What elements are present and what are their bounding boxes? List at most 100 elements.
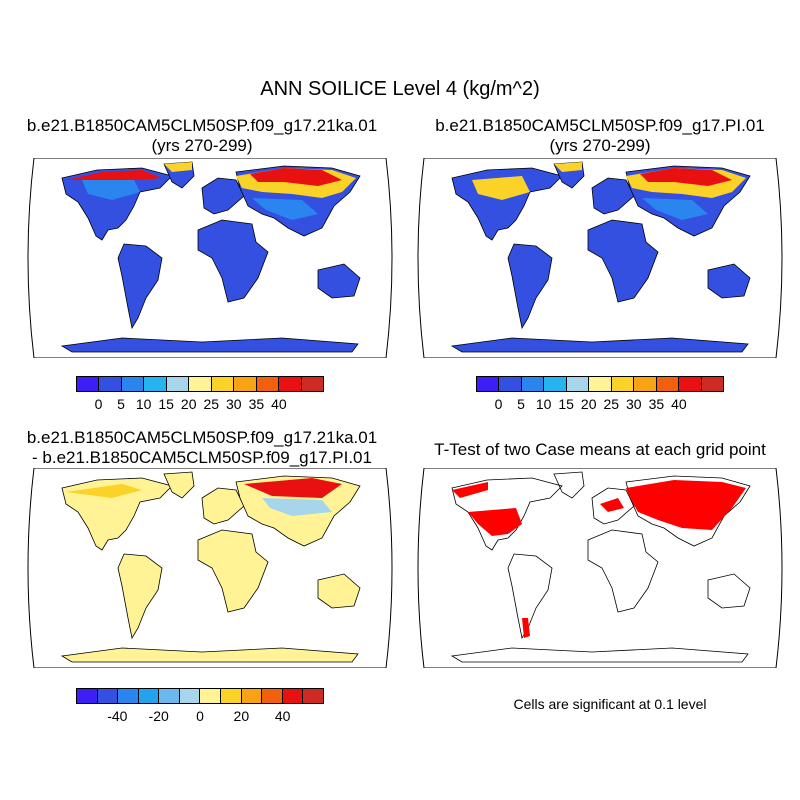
colorbar-tick-label: 35 [248,396,265,412]
map-ttest [417,468,783,668]
colorbar-tick-label: -20 [148,708,169,724]
colorbar-left [76,376,324,392]
significant-andes [522,618,530,638]
colorbar-box [589,377,612,391]
map-difference [27,468,393,668]
significance-note: Cells are significant at 0.1 level [513,696,707,712]
panel-bl-title-line2: - b.e21.B1850CAM5CLM50SP.f09_g17.PI.01 [32,448,372,467]
colorbar-box [701,377,723,391]
colorbar-box [159,689,180,703]
land-antarctica [60,647,359,663]
panel-br-title: T-Test of two Case means at each grid po… [402,440,798,460]
colorbar-right-labels: 0 5 10 15 20 25 30 35 40 [476,396,724,412]
colorbar-tick-label: 20 [580,396,597,412]
land-samerica [507,243,553,330]
panel-tl-title-line2: (yrs 270-299) [151,136,253,155]
diff-asia-neg [262,498,332,516]
soil-ice-asia-mid [252,198,318,220]
colorbar-box [477,377,500,391]
soil-ice-na [82,176,140,200]
panel-tr-title-line1: b.e21.B1850CAM5CLM50SP.f09_g17.PI.01 [435,116,765,135]
panel-br-title-line1: T-Test of two Case means at each grid po… [434,440,766,459]
land-greenland [163,471,195,499]
colorbar-box [77,689,98,703]
land-antarctica [60,337,359,353]
colorbar-box [200,689,222,703]
significant-asia [626,480,746,530]
colorbar-box [566,377,590,391]
colorbar-tick-label: 15 [558,396,574,412]
map-frame [27,158,393,358]
colorbar-box [634,377,657,391]
colorbar-right [476,376,724,392]
colorbar-box [241,689,263,703]
colorbar-tick-label: 5 [517,396,525,412]
soil-ice-asia-max [250,168,342,186]
soil-ice-greenland [164,162,192,172]
colorbar-tick-label: 10 [135,396,152,412]
land-europe [591,177,635,215]
map-frame [417,158,783,358]
colorbar-box [679,377,702,391]
panel-tl-title-line1: b.e21.B1850CAM5CLM50SP.f09_g17.21ka.01 [26,116,378,135]
panel-tr-title-line2: (yrs 270-299) [549,136,651,155]
land-samerica [117,553,163,640]
colorbar-box [144,377,167,391]
colorbar-tick-label: 30 [226,396,242,412]
colorbar-box [256,377,280,391]
land-samerica [117,243,163,330]
colorbar-tick-label: 40 [274,708,291,724]
land-greenland [553,471,585,499]
land-africa [587,219,659,303]
colorbar-tick-label: 10 [535,396,552,412]
colorbar-box [301,377,323,391]
diff-asia-max [244,478,342,498]
colorbar-box [97,689,119,703]
land-antarctica [450,647,749,663]
colorbar-box [166,377,190,391]
land-europe [201,487,245,525]
land-namerica [61,477,173,551]
land-australia [707,573,751,609]
colorbar-box [118,689,139,703]
land-namerica [451,477,563,551]
land-australia [317,263,361,299]
colorbar-box [179,689,201,703]
colorbar-box [211,377,235,391]
significant-na [468,508,522,536]
colorbar-box [99,377,122,391]
colorbar-tick-label: 0 [494,396,503,412]
colorbar-box [189,377,212,391]
map-case-pi [417,158,783,358]
colorbar-tick-label: 0 [196,708,204,724]
colorbar-box [544,377,567,391]
colorbar-box [77,377,100,391]
soil-ice-na [472,176,530,200]
colorbar-diff [76,688,324,704]
colorbar-box [279,377,302,391]
colorbar-box [262,689,283,703]
land-asia [625,475,751,547]
colorbar-box [611,377,635,391]
colorbar-box [521,377,545,391]
panel-tl-title: b.e21.B1850CAM5CLM50SP.f09_g17.21ka.01 (… [4,116,400,156]
colorbar-tick-label: 20 [233,708,250,724]
colorbar-tick-label: 35 [648,396,665,412]
colorbar-tick-label: 40 [271,396,287,412]
colorbar-tick-label: -40 [107,708,128,724]
figure-title: ANN SOILICE Level 4 (kg/m^2) [260,78,540,100]
panel-bl-title: b.e21.B1850CAM5CLM50SP.f09_g17.21ka.01 -… [4,428,400,468]
soil-ice-asia-mid [642,198,708,220]
land-antarctica [450,337,749,353]
colorbar-tick-label: 15 [158,396,174,412]
panel-bl-title-line1: b.e21.B1850CAM5CLM50SP.f09_g17.21ka.01 [26,428,378,447]
land-europe [201,177,245,215]
colorbar-diff-labels: -40 -20 0 20 40 [76,708,324,724]
significant-alaska [452,482,488,498]
map-frame [417,468,783,668]
colorbar-box [221,689,242,703]
colorbar-tick-label: 25 [603,396,620,412]
diff-na-high [66,484,142,498]
colorbar-tick-label: 0 [94,396,103,412]
colorbar-left-labels: 0 5 10 15 20 25 30 35 40 [76,396,324,412]
